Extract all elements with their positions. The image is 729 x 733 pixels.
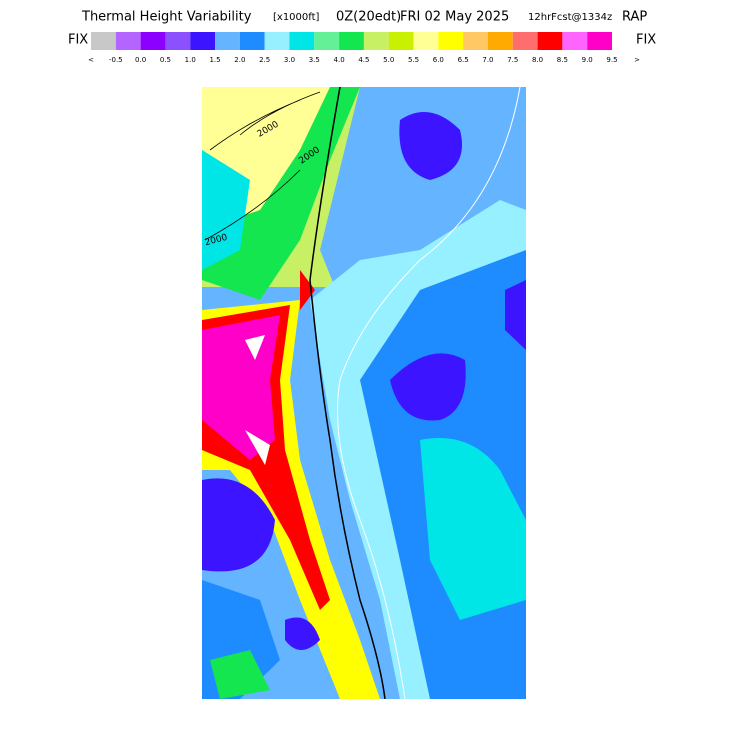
legend-swatch xyxy=(140,32,166,50)
legend-swatch xyxy=(91,32,116,50)
legend-label: 9.5 xyxy=(606,56,617,64)
legend-swatch xyxy=(562,32,588,50)
legend-swatch xyxy=(264,32,290,50)
legend-label: -0.5 xyxy=(109,56,123,64)
legend-swatch xyxy=(314,32,340,50)
date: FRI 02 May 2025 xyxy=(400,10,509,25)
legend-label: 2.0 xyxy=(234,56,245,64)
legend-label: 4.0 xyxy=(334,56,345,64)
legend-swatch xyxy=(190,32,216,50)
legend-label: 6.0 xyxy=(433,56,444,64)
forecast: 12hrFcst@1334z xyxy=(528,12,612,23)
legend-label: > xyxy=(634,56,640,64)
units: [x1000ft] xyxy=(273,12,320,23)
title: Thermal Height Variability xyxy=(81,10,252,25)
legend-swatch xyxy=(115,32,141,50)
legend-label: 1.0 xyxy=(185,56,196,64)
time: 0Z(20edt) xyxy=(336,10,401,25)
legend-swatch xyxy=(363,32,389,50)
legend-swatch xyxy=(388,32,414,50)
legend-label: 0.5 xyxy=(160,56,171,64)
legend-swatch xyxy=(165,32,191,50)
legend: < -0.5 0.0 0.5 1.0 1.5 2.0 2.5 3.0 3.5 4.0 4.5 5.0 5.… xyxy=(88,32,640,64)
legend-label: 0.0 xyxy=(135,56,146,64)
legend-swatch xyxy=(438,32,464,50)
legend-swatch xyxy=(215,32,240,50)
legend-left-label: FIX xyxy=(68,33,88,48)
legend-swatch xyxy=(239,32,265,50)
legend-label: 3.5 xyxy=(309,56,320,64)
legend-swatch xyxy=(512,32,538,50)
legend-label: 6.5 xyxy=(458,56,469,64)
legend-label: 8.0 xyxy=(532,56,543,64)
legend-label: 2.5 xyxy=(259,56,270,64)
legend-swatch xyxy=(463,32,488,50)
legend-swatch xyxy=(537,32,563,50)
legend-label: 3.0 xyxy=(284,56,295,64)
legend-label: 1.5 xyxy=(209,56,220,64)
legend-label: < xyxy=(88,56,94,64)
legend-swatch xyxy=(487,32,513,50)
legend-label: 8.5 xyxy=(557,56,568,64)
map: 2000 2000 2000 xyxy=(202,87,526,699)
legend-swatch xyxy=(289,32,315,50)
legend-label: 7.5 xyxy=(507,56,518,64)
legend-label: 9.0 xyxy=(582,56,593,64)
legend-swatch xyxy=(339,32,364,50)
legend-label: 5.5 xyxy=(408,56,419,64)
model: RAP xyxy=(622,10,647,25)
legend-swatch xyxy=(587,32,612,50)
legend-swatch xyxy=(413,32,439,50)
legend-label: 4.5 xyxy=(358,56,369,64)
legend-label: 5.0 xyxy=(383,56,394,64)
legend-label: 7.0 xyxy=(482,56,493,64)
legend-right-label: FIX xyxy=(636,33,656,48)
